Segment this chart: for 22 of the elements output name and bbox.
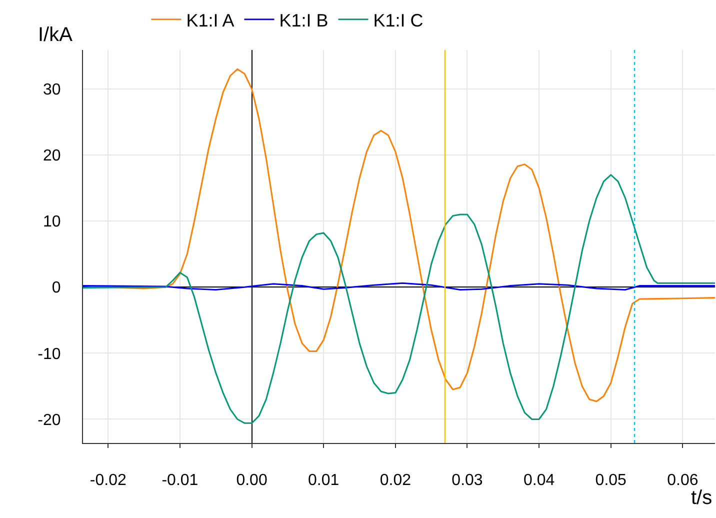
line-series [83, 174, 715, 424]
x-tick-label: 0.04 [523, 472, 555, 490]
x-tick-label: -0.02 [90, 472, 126, 490]
y-tick-label: 30 [43, 82, 61, 99]
legend-label: K1:I C [373, 10, 424, 30]
legend-label: K1:I A [186, 10, 234, 30]
y-tick-label: -10 [38, 346, 61, 363]
y-tick-label: 0 [52, 280, 61, 297]
y-tick-label: 20 [43, 148, 61, 165]
x-tick-label: -0.01 [162, 472, 198, 490]
x-tick-label: 0.05 [595, 472, 627, 490]
x-axis-title: t/s [691, 487, 712, 509]
x-tick-label: 0.06 [667, 472, 698, 490]
x-tick-label: 0.00 [236, 472, 268, 490]
legend-label: K1:I B [279, 10, 328, 30]
x-tick-label: 0.01 [308, 472, 340, 490]
x-tick-label: 0.03 [452, 472, 483, 490]
y-axis-title: I/kA [38, 24, 74, 46]
y-tick-label: 10 [43, 214, 61, 231]
x-tick-label: 0.02 [380, 472, 412, 490]
line-series [83, 282, 715, 291]
y-tick-label: -20 [38, 412, 61, 429]
